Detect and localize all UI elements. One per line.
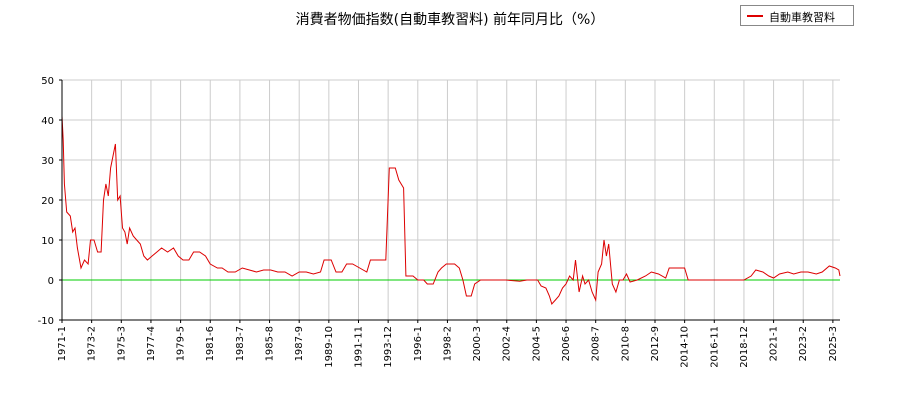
y-tick-label: -10	[38, 316, 54, 327]
x-tick-label: 1971-1	[57, 326, 68, 361]
x-tick-label: 1981-6	[205, 326, 216, 361]
x-tick-label: 2016-11	[709, 326, 720, 368]
y-tick-label: 10	[41, 236, 54, 247]
y-tick-label: 50	[41, 76, 54, 87]
x-tick-label: 1979-5	[176, 326, 187, 361]
series-line	[61, 115, 841, 305]
x-tick-label: 1996-1	[413, 326, 424, 361]
x-tick-label: 2008-7	[591, 326, 602, 361]
legend-line-swatch	[747, 15, 763, 17]
y-tick-label: 40	[41, 116, 54, 127]
x-tick-label: 1973-2	[87, 326, 98, 361]
x-tick-label: 1991-11	[353, 326, 364, 368]
x-tick-label: 1975-3	[116, 326, 127, 361]
x-tick-label: 2006-6	[561, 326, 572, 361]
chart-title: 消費者物価指数(自動車教習料) 前年同月比（%）	[295, 12, 605, 28]
y-tick-label: 20	[41, 196, 54, 207]
x-tick-label: 2000-3	[472, 326, 483, 361]
x-tick-label: 2010-8	[620, 326, 631, 361]
x-tick-label: 2002-4	[502, 326, 513, 361]
x-tick-label: 2012-9	[650, 326, 661, 361]
y-tick-label: 30	[41, 156, 54, 167]
x-tick-label: 1989-10	[324, 326, 335, 368]
y-tick-label: 0	[48, 276, 54, 287]
x-tick-label: 1993-12	[383, 326, 394, 368]
x-tick-label: 2023-2	[798, 326, 809, 361]
x-tick-label: 2025-3	[828, 326, 839, 361]
x-tick-label: 2018-12	[739, 326, 750, 368]
legend: 自動車教習料	[740, 5, 854, 26]
x-tick-label: 2021-1	[769, 326, 780, 361]
x-tick-label: 2004-5	[531, 326, 542, 361]
x-tick-label: 1987-9	[294, 326, 305, 361]
x-tick-label: 1985-8	[265, 326, 276, 361]
legend-label: 自動車教習料	[769, 11, 835, 24]
x-tick-label: 1983-7	[235, 326, 246, 361]
x-tick-label: 1977-4	[146, 326, 157, 361]
x-tick-label: 2014-10	[680, 326, 691, 368]
x-tick-label: 1998-2	[442, 326, 453, 361]
